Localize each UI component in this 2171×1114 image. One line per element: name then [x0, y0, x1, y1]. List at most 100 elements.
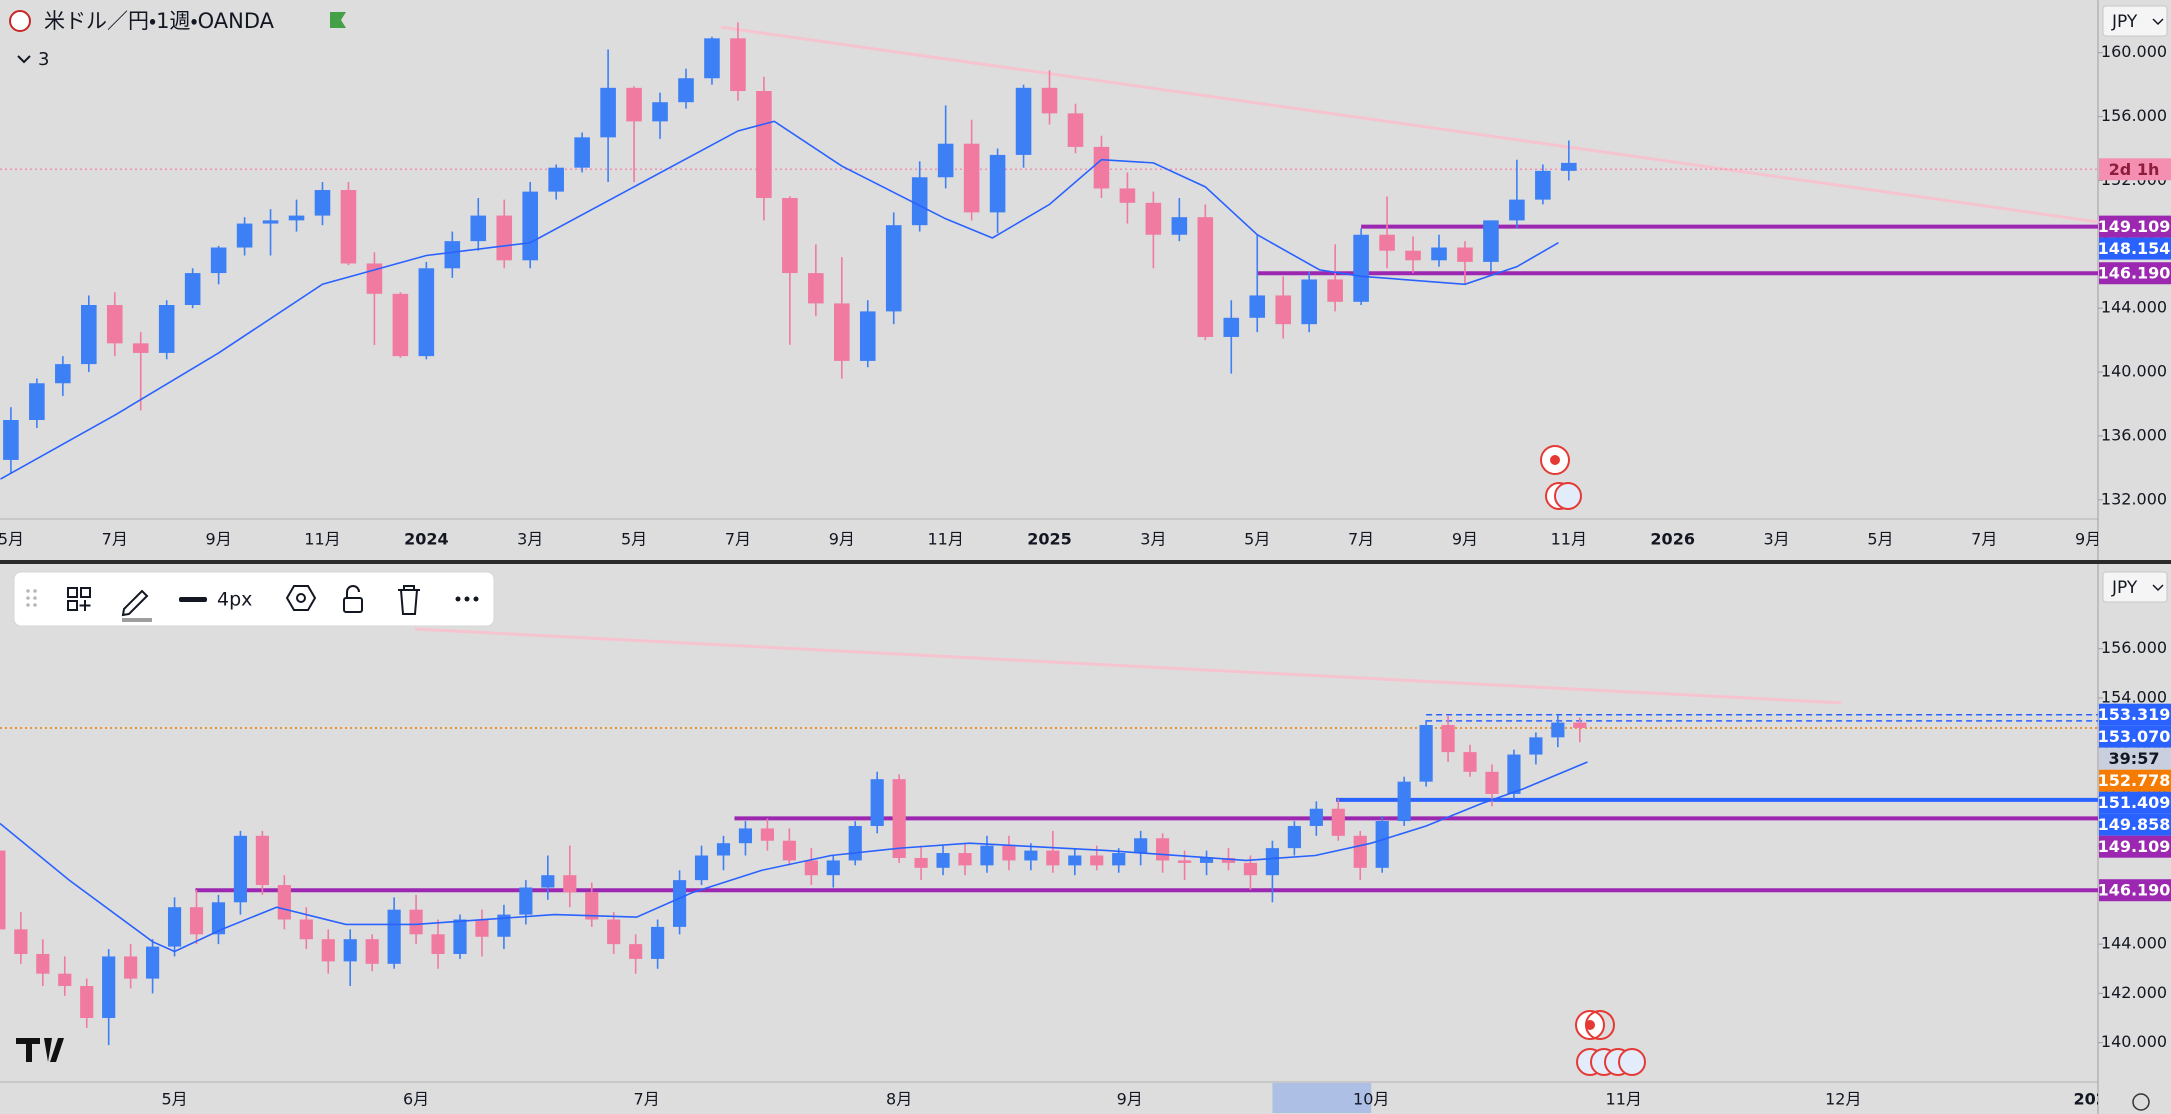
candle-body [29, 383, 45, 420]
line-color-button[interactable] [121, 589, 152, 622]
x-tick-label: 9月 [1117, 1090, 1143, 1109]
x-tick-label: 5月 [1867, 530, 1893, 549]
candle-body [475, 919, 489, 937]
candle-body [892, 779, 906, 858]
event-icon[interactable] [1618, 1048, 1646, 1076]
x-tick-label: 9月 [1452, 530, 1478, 549]
moving-average [0, 761, 1588, 953]
currency-select[interactable] [2102, 5, 2168, 37]
candle-body [1275, 295, 1291, 325]
candle-body [694, 855, 709, 881]
indicator-count[interactable]: 3 [38, 49, 49, 70]
candle-body [834, 303, 850, 361]
candle-body [1221, 857, 1236, 863]
price-tag [2099, 813, 2171, 836]
candle-body [1090, 855, 1104, 866]
y-axis-daily: 140.000142.000144.000146.000148.000150.0… [2098, 638, 2171, 1051]
candle-body [262, 220, 279, 224]
candle-body [409, 909, 423, 935]
price-tag [2099, 747, 2171, 770]
price-tag-label: 153.070 [2098, 727, 2171, 746]
candle-body [1249, 295, 1266, 318]
candle-body [980, 845, 994, 866]
candle-body [1093, 146, 1110, 189]
candle-body [80, 985, 94, 1018]
candle-body [1353, 234, 1369, 302]
candle-body [321, 939, 335, 962]
logo[interactable] [16, 1038, 64, 1062]
drag-handle[interactable] [26, 589, 37, 607]
candle-body [189, 907, 204, 935]
settings-icon[interactable] [2132, 1093, 2150, 1111]
x-tick-label: 5月 [161, 1090, 187, 1109]
event-icon-dot [1550, 455, 1560, 465]
candle-body [1529, 737, 1543, 755]
candle-body [365, 939, 379, 964]
candle-body [716, 843, 731, 856]
price-tag [2099, 879, 2171, 902]
x-tick-label: 10月 [1353, 1090, 1389, 1109]
event-icon[interactable] [1554, 482, 1582, 510]
x-tick-label: 5月 [0, 530, 24, 549]
delete-button[interactable] [398, 585, 420, 615]
x-tick-label: 8月 [886, 1090, 912, 1109]
lock-button[interactable] [343, 585, 363, 613]
candle-body [826, 860, 840, 876]
candle-body [288, 215, 305, 221]
candle-body [210, 247, 227, 274]
candle-body [885, 225, 902, 312]
candle-body [1331, 808, 1345, 836]
collapse-chevron[interactable] [17, 55, 31, 64]
candle-body [1405, 250, 1421, 261]
x-tick-label: 9月 [2075, 530, 2101, 549]
candle-body [804, 860, 818, 876]
price-tag [2099, 703, 2171, 726]
candle-body [870, 779, 884, 826]
event-icon[interactable] [1585, 1010, 1615, 1040]
currency-select[interactable] [2102, 571, 2168, 603]
candle-body [808, 273, 824, 304]
y-tick-label: 132.000 [2101, 489, 2167, 508]
y-tick-label: 160.000 [2101, 42, 2167, 61]
y-tick-label: 144.000 [2101, 298, 2167, 317]
currency-chevron [2152, 584, 2164, 592]
price-tag-label: 2d 1h [2109, 160, 2160, 179]
candle-body [184, 273, 201, 306]
symbol-title[interactable]: 米ドル／円・1週・OANDA [44, 9, 275, 33]
y-tick-label: 156.000 [2101, 638, 2167, 657]
x-tick-label: 2024 [404, 530, 449, 549]
line-width-icon[interactable] [179, 597, 207, 602]
y-tick-label: 154.000 [2101, 687, 2167, 706]
candle-body [3, 419, 19, 460]
x-tick-label: 3月 [517, 530, 543, 549]
candle-body [1309, 808, 1323, 826]
x-tick-label: 5月 [621, 530, 647, 549]
x-range-highlight [1272, 1083, 1372, 1113]
candle-body [444, 241, 461, 269]
candle-body [1287, 825, 1301, 849]
candle-body [1397, 781, 1411, 822]
candle-body [418, 268, 435, 357]
x-tick-label: 2025 [1027, 530, 1072, 549]
candle-body [1024, 850, 1038, 861]
template-button[interactable] [67, 587, 91, 611]
x-tick-label: 7月 [1348, 530, 1374, 549]
line-width-label[interactable]: 4px [217, 589, 252, 611]
candle-body [1041, 87, 1058, 114]
drawing-toolbar: 4px [13, 571, 495, 627]
symbol-flag-icon [9, 10, 31, 32]
candle-body [81, 305, 97, 365]
price-tag [2099, 262, 2171, 285]
candle-body [387, 909, 401, 964]
toolbar-panel [13, 571, 495, 627]
candle-body [1483, 220, 1499, 262]
settings-button[interactable] [285, 585, 317, 611]
more-button[interactable] [455, 596, 479, 602]
candle-body [1134, 838, 1148, 854]
price-tag-label: 152.778 [2098, 771, 2171, 790]
candle-body [519, 887, 533, 915]
candle-body [936, 853, 950, 868]
x-tick-label: 7月 [1971, 530, 1997, 549]
y-tick-label: 136.000 [2101, 425, 2167, 444]
